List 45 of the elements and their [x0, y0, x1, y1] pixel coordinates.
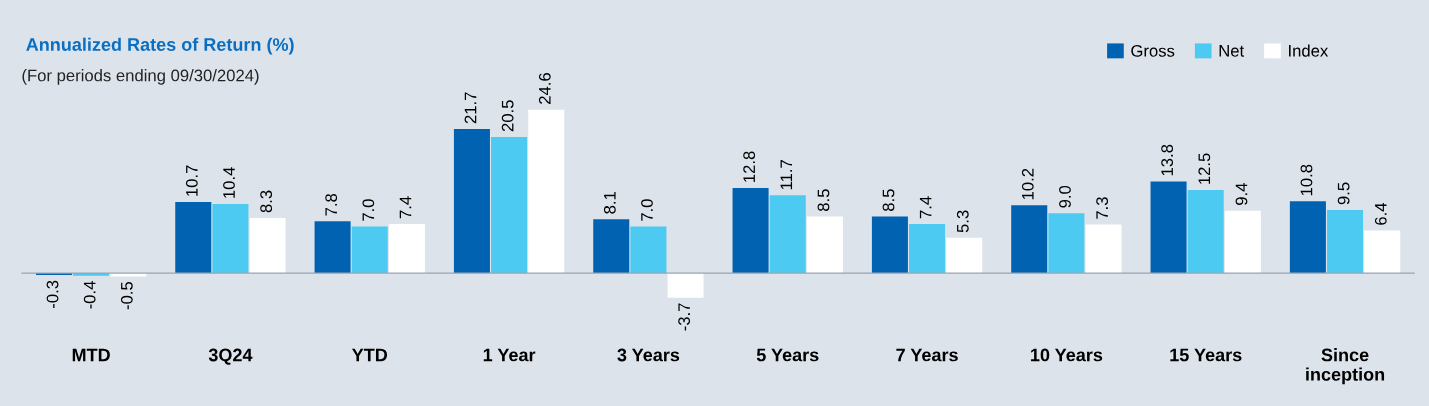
data-label: 6.4: [1374, 202, 1387, 225]
data-label: 10.4: [223, 167, 235, 198]
chart-title: Annualized Rates of Return (%): [26, 37, 294, 55]
data-label: 7.0: [641, 199, 653, 221]
x-tick-label: 3 Years: [617, 348, 680, 362]
x-tick-label: Since inception: [1306, 348, 1385, 385]
data-label: 24.6: [538, 73, 551, 104]
data-label: -0.5: [120, 282, 133, 310]
data-label: -0.4: [83, 281, 96, 309]
data-label: 12.5: [1198, 153, 1211, 184]
data-label: 8.1: [603, 192, 616, 214]
legend-label: Index: [1289, 44, 1329, 57]
x-tick-label: 15 Years: [1170, 348, 1242, 362]
data-label: 7.3: [1096, 197, 1109, 219]
data-label: 8.5: [817, 189, 830, 211]
x-tick-label: MTD: [72, 348, 110, 362]
data-label: 10.7: [185, 165, 198, 196]
data-label: -0.3: [46, 280, 59, 308]
data-label: 8.3: [260, 190, 273, 213]
data-label: 5.3: [956, 210, 969, 233]
data-label: 10.8: [1300, 164, 1313, 196]
data-label: -3.7: [678, 303, 691, 331]
data-label: 11.7: [780, 160, 793, 190]
x-tick-label: YTD: [352, 348, 388, 362]
chart-subtitle: (For periods ending 09/30/2024): [22, 69, 259, 85]
data-label: 7.0: [362, 199, 375, 221]
data-label: 7.4: [399, 196, 412, 219]
x-tick-label: 3Q24: [208, 348, 253, 365]
x-tick-label: 1 Year: [483, 348, 536, 362]
data-label: 21.7: [464, 92, 477, 124]
data-label: 7.8: [325, 193, 338, 216]
x-tick-label: 7 Years: [896, 348, 958, 362]
data-label: 13.8: [1161, 144, 1174, 176]
data-label: 9.5: [1337, 182, 1350, 205]
x-tick-label: 10 Years: [1031, 348, 1103, 362]
data-label: 9.0: [1059, 185, 1071, 208]
legend-label: Net: [1219, 45, 1245, 57]
data-label: 20.5: [501, 100, 514, 132]
legend-label: Gross: [1131, 44, 1175, 57]
data-label: 12.8: [743, 151, 756, 182]
data-label: 7.4: [919, 196, 932, 219]
data-label: 9.4: [1235, 183, 1248, 205]
data-label: 8.5: [882, 189, 895, 211]
data-label: 10.2: [1021, 168, 1034, 200]
x-tick-label: 5 Years: [756, 348, 819, 362]
